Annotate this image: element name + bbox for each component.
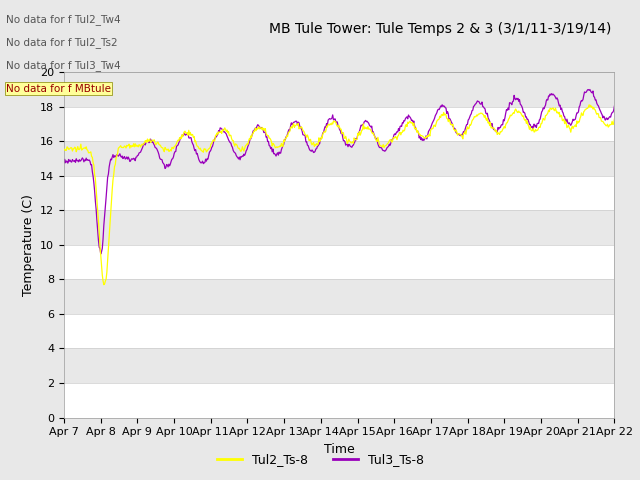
Text: No data for f Tul3_Tw4: No data for f Tul3_Tw4 [6,60,121,72]
Text: No data for f Tul2_Ts2: No data for f Tul2_Ts2 [6,37,118,48]
Text: No data for f Tul2_Tw4: No data for f Tul2_Tw4 [6,14,121,25]
Bar [64,245,614,279]
Bar [64,383,614,418]
Bar [64,107,614,141]
Bar [64,314,614,348]
Legend: Tul2_Ts-8, Tul3_Ts-8: Tul2_Ts-8, Tul3_Ts-8 [211,448,429,471]
Bar [64,176,614,210]
Text: No data for f MBtule: No data for f MBtule [6,84,111,94]
Y-axis label: Temperature (C): Temperature (C) [22,194,35,296]
X-axis label: Time: Time [324,443,355,456]
Text: MB Tule Tower: Tule Temps 2 & 3 (3/1/11-3/19/14): MB Tule Tower: Tule Temps 2 & 3 (3/1/11-… [269,22,611,36]
